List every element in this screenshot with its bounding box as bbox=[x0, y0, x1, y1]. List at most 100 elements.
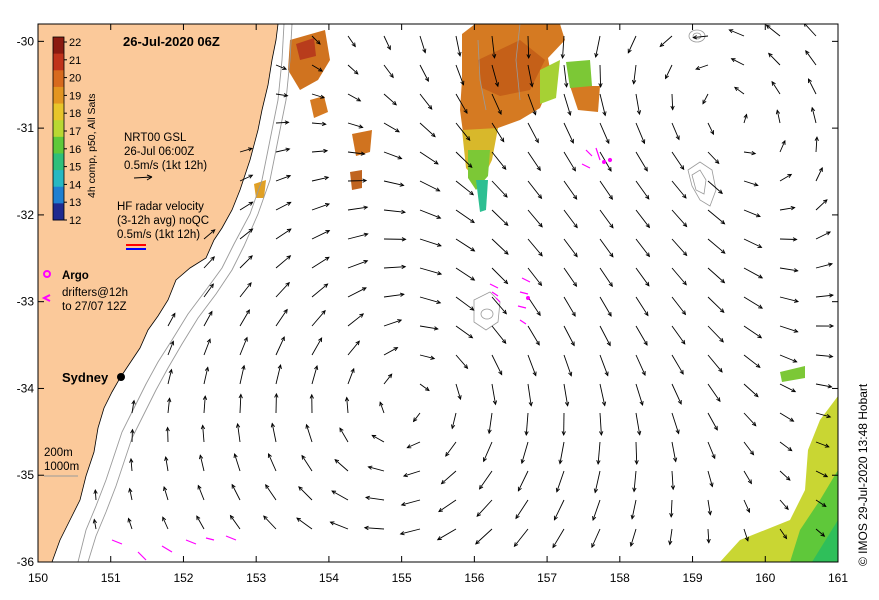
velocity-arrow bbox=[488, 412, 493, 434]
velocity-arrowhead bbox=[792, 358, 798, 363]
velocity-arrowhead bbox=[350, 367, 355, 373]
colorbar-tick-label: 14 bbox=[69, 179, 81, 191]
velocity-arrowhead bbox=[520, 459, 525, 465]
velocity-arrow bbox=[734, 86, 745, 95]
velocity-arrowhead bbox=[379, 401, 384, 407]
colorbar-segment bbox=[53, 136, 64, 154]
velocity-arrow bbox=[671, 354, 684, 375]
velocity-arrowhead bbox=[200, 424, 206, 430]
velocity-arrow bbox=[347, 287, 367, 298]
velocity-arrow bbox=[268, 453, 277, 472]
sst-patch-coast bbox=[254, 30, 372, 198]
velocity-arrowhead bbox=[679, 369, 684, 375]
velocity-arrow bbox=[419, 209, 441, 219]
velocity-arrowhead bbox=[353, 70, 359, 75]
velocity-arrowhead bbox=[608, 195, 613, 201]
velocity-arrow bbox=[556, 470, 565, 492]
velocity-arrowhead bbox=[713, 425, 718, 431]
velocity-arrow bbox=[635, 151, 648, 172]
velocity-arrow bbox=[815, 528, 825, 537]
legend-argo: Argo bbox=[62, 270, 89, 282]
velocity-arrow bbox=[554, 499, 565, 520]
velocity-arrowhead bbox=[364, 495, 370, 501]
velocity-arrow bbox=[515, 499, 529, 519]
velocity-arrowhead bbox=[487, 429, 492, 435]
velocity-arrowhead bbox=[749, 450, 755, 456]
velocity-arrow bbox=[707, 383, 721, 402]
velocity-arrowhead bbox=[716, 397, 721, 403]
velocity-arrow bbox=[239, 282, 252, 298]
velocity-arrow bbox=[196, 515, 205, 530]
velocity-arrowhead bbox=[395, 128, 400, 133]
velocity-arrowhead bbox=[692, 35, 698, 40]
velocity-arrowhead bbox=[412, 417, 418, 423]
velocity-arrowhead bbox=[494, 82, 500, 88]
velocity-arrowhead bbox=[427, 105, 433, 110]
velocity-arrowhead bbox=[560, 54, 565, 59]
velocity-arrowhead bbox=[164, 456, 169, 462]
velocity-arrowhead bbox=[534, 138, 539, 144]
velocity-arrowhead bbox=[198, 454, 204, 460]
velocity-arrow bbox=[347, 313, 364, 327]
sst-colorbar: 22 21 20 19 18 17 16 15 14 13 12 bbox=[52, 36, 81, 227]
velocity-arrow bbox=[779, 207, 795, 211]
velocity-arrow bbox=[298, 486, 313, 501]
velocity-arrowhead bbox=[248, 201, 254, 206]
velocity-arrowhead bbox=[283, 308, 288, 314]
velocity-arrowhead bbox=[128, 487, 133, 493]
x-axis: 150 151 152 153 154 155 156 157 158 159 160 161 bbox=[28, 24, 848, 585]
velocity-arrowhead bbox=[457, 51, 462, 57]
velocity-arrow bbox=[635, 267, 650, 287]
velocity-arrowhead bbox=[753, 392, 759, 398]
velocity-arrow bbox=[128, 518, 133, 530]
velocity-arrowhead bbox=[784, 505, 789, 511]
velocity-arrowhead bbox=[535, 340, 540, 346]
velocity-arrowhead bbox=[367, 465, 373, 470]
y-axis: -30 -31 -32 -33 -34 -35 -36 bbox=[17, 34, 838, 569]
velocity-arrowhead bbox=[824, 443, 830, 448]
velocity-arrowhead bbox=[320, 94, 326, 99]
argo-legend-icon bbox=[43, 270, 51, 278]
velocity-arrowhead bbox=[171, 312, 176, 318]
colorbar-segment bbox=[53, 53, 64, 71]
velocity-arrow bbox=[239, 201, 253, 211]
velocity-arrowhead bbox=[629, 541, 634, 547]
velocity-arrow bbox=[743, 114, 747, 124]
velocity-arrow bbox=[527, 238, 543, 257]
velocity-arrow bbox=[445, 441, 457, 457]
velocity-arrowhead bbox=[791, 388, 797, 393]
city-label-sydney: Sydney bbox=[62, 370, 109, 385]
velocity-arrow bbox=[275, 228, 292, 240]
velocity-arrowhead bbox=[672, 457, 678, 463]
velocity-arrow bbox=[563, 354, 572, 376]
velocity-arrow bbox=[230, 515, 241, 530]
legend-drifters: drifters@12h bbox=[62, 287, 128, 299]
y-tick-label: -32 bbox=[17, 208, 35, 222]
velocity-arrowhead bbox=[358, 124, 364, 129]
velocity-arrow bbox=[203, 396, 206, 414]
velocity-arrow bbox=[563, 180, 578, 200]
colorbar-tick-label: 13 bbox=[69, 197, 81, 209]
velocity-arrowhead bbox=[351, 42, 356, 48]
velocity-arrow bbox=[595, 35, 601, 58]
velocity-arrowhead bbox=[502, 309, 507, 315]
velocity-arrow bbox=[693, 35, 709, 39]
velocity-arrowhead bbox=[324, 256, 330, 261]
velocity-arrowhead bbox=[572, 282, 578, 287]
velocity-arrow bbox=[165, 456, 169, 472]
velocity-arrow bbox=[475, 528, 493, 545]
velocity-arrow bbox=[199, 455, 205, 472]
velocity-arrow bbox=[671, 151, 685, 170]
y-tick-label: -34 bbox=[17, 381, 35, 395]
velocity-arrowhead bbox=[532, 110, 537, 116]
velocity-arrow bbox=[599, 209, 614, 229]
velocity-arrowhead bbox=[659, 42, 665, 48]
velocity-arrowhead bbox=[719, 337, 724, 343]
velocity-arrowhead bbox=[475, 539, 480, 545]
velocity-arrow bbox=[479, 470, 493, 490]
velocity-arrow bbox=[476, 499, 493, 517]
velocity-arrow bbox=[239, 147, 253, 153]
velocity-arrow bbox=[527, 64, 533, 87]
velocity-arrow bbox=[383, 373, 393, 385]
velocity-arrowhead bbox=[677, 399, 682, 405]
